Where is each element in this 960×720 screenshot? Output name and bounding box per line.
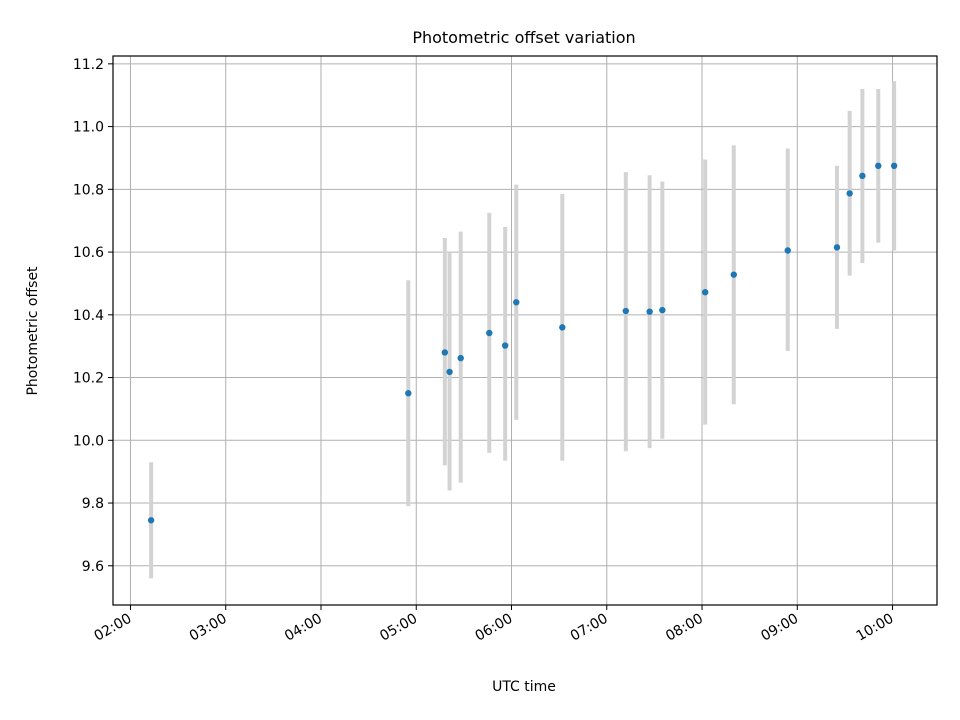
y-tick-label: 10.2 bbox=[73, 371, 104, 387]
data-point bbox=[784, 247, 791, 254]
data-point bbox=[846, 190, 853, 197]
data-point bbox=[622, 307, 630, 315]
y-tick-label: 10.8 bbox=[73, 182, 104, 198]
data-point bbox=[405, 390, 412, 397]
data-point bbox=[441, 349, 449, 356]
data-point bbox=[486, 329, 493, 337]
y-tick-label: 10.0 bbox=[73, 433, 104, 449]
y-tick-label: 9.6 bbox=[82, 559, 104, 575]
y-tick-label: 11.2 bbox=[73, 57, 104, 73]
y-tick-label: 10.6 bbox=[73, 245, 104, 261]
x-axis-label: UTC time bbox=[492, 679, 556, 695]
axes-frame bbox=[112, 55, 938, 606]
data-point bbox=[659, 306, 666, 314]
data-point bbox=[457, 354, 464, 362]
data-point bbox=[875, 162, 882, 169]
data-point bbox=[833, 244, 841, 251]
y-axis-label: Photometric offset bbox=[25, 266, 41, 396]
data-points bbox=[147, 162, 898, 524]
data-point bbox=[859, 172, 866, 180]
data-point bbox=[147, 517, 155, 524]
y-tick-label: 11.0 bbox=[73, 120, 104, 136]
data-point bbox=[702, 289, 709, 296]
y-tick-label: 10.4 bbox=[73, 308, 104, 324]
data-point bbox=[446, 368, 453, 376]
data-point bbox=[513, 299, 520, 306]
data-point bbox=[730, 271, 737, 278]
grid bbox=[113, 56, 937, 605]
data-point bbox=[646, 308, 653, 315]
y-tick-label: 9.8 bbox=[82, 496, 104, 512]
chart-title: Photometric offset variation bbox=[412, 28, 635, 47]
data-point bbox=[890, 162, 898, 169]
data-point bbox=[559, 324, 566, 331]
data-point bbox=[501, 342, 509, 349]
